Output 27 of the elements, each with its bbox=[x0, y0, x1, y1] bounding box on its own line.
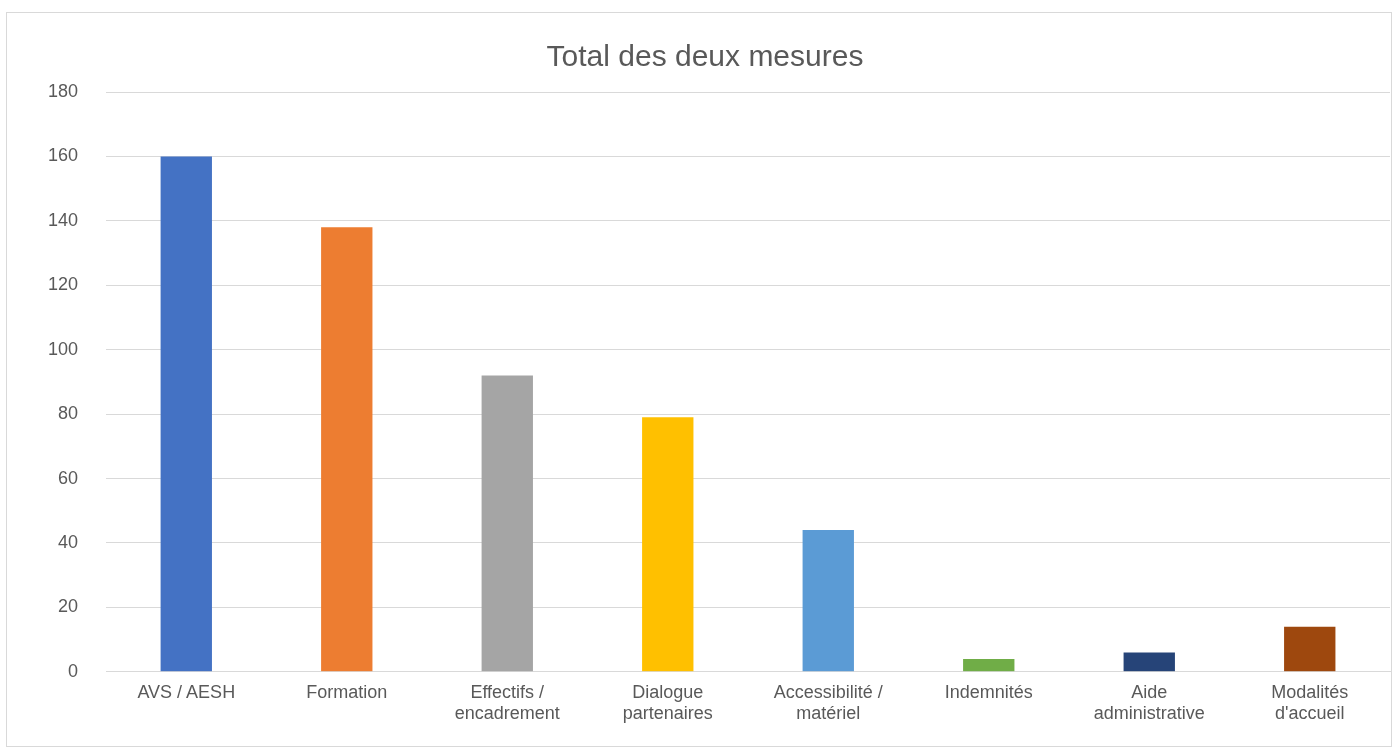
y-tick-label: 140 bbox=[47, 209, 79, 230]
y-tick-label: 100 bbox=[47, 338, 79, 359]
bar bbox=[1123, 652, 1175, 672]
y-tick-label: 120 bbox=[47, 274, 79, 295]
y-tick-label: 20 bbox=[58, 596, 79, 617]
x-tick-label: Indemnités bbox=[944, 681, 1033, 702]
bar bbox=[802, 530, 854, 672]
bar bbox=[321, 227, 373, 672]
y-tick-label: 60 bbox=[58, 467, 79, 488]
y-tick-label: 80 bbox=[58, 403, 79, 424]
x-tick-label: AVS / AESH bbox=[137, 681, 236, 702]
x-tick-label: Modalités d'accueil bbox=[1271, 681, 1349, 724]
y-tick-label: 40 bbox=[58, 531, 79, 552]
y-tick-label: 180 bbox=[47, 80, 79, 101]
x-tick-label: Formation bbox=[306, 681, 388, 702]
bar bbox=[481, 375, 533, 672]
y-tick-label: 0 bbox=[68, 660, 79, 681]
y-tick-label: 160 bbox=[47, 145, 79, 166]
bar bbox=[160, 156, 212, 672]
x-tick-label: Accessibilité / matériel bbox=[773, 681, 883, 724]
bar bbox=[963, 658, 1015, 672]
bar bbox=[1284, 626, 1336, 672]
x-tick-label: Dialogue partenaires bbox=[622, 681, 713, 724]
x-tick-label: Aide administrative bbox=[1093, 681, 1205, 724]
chart-title: Total des deux mesures bbox=[546, 39, 864, 73]
bar bbox=[642, 417, 694, 672]
x-tick-label: Effectifs / encadrement bbox=[454, 681, 560, 724]
